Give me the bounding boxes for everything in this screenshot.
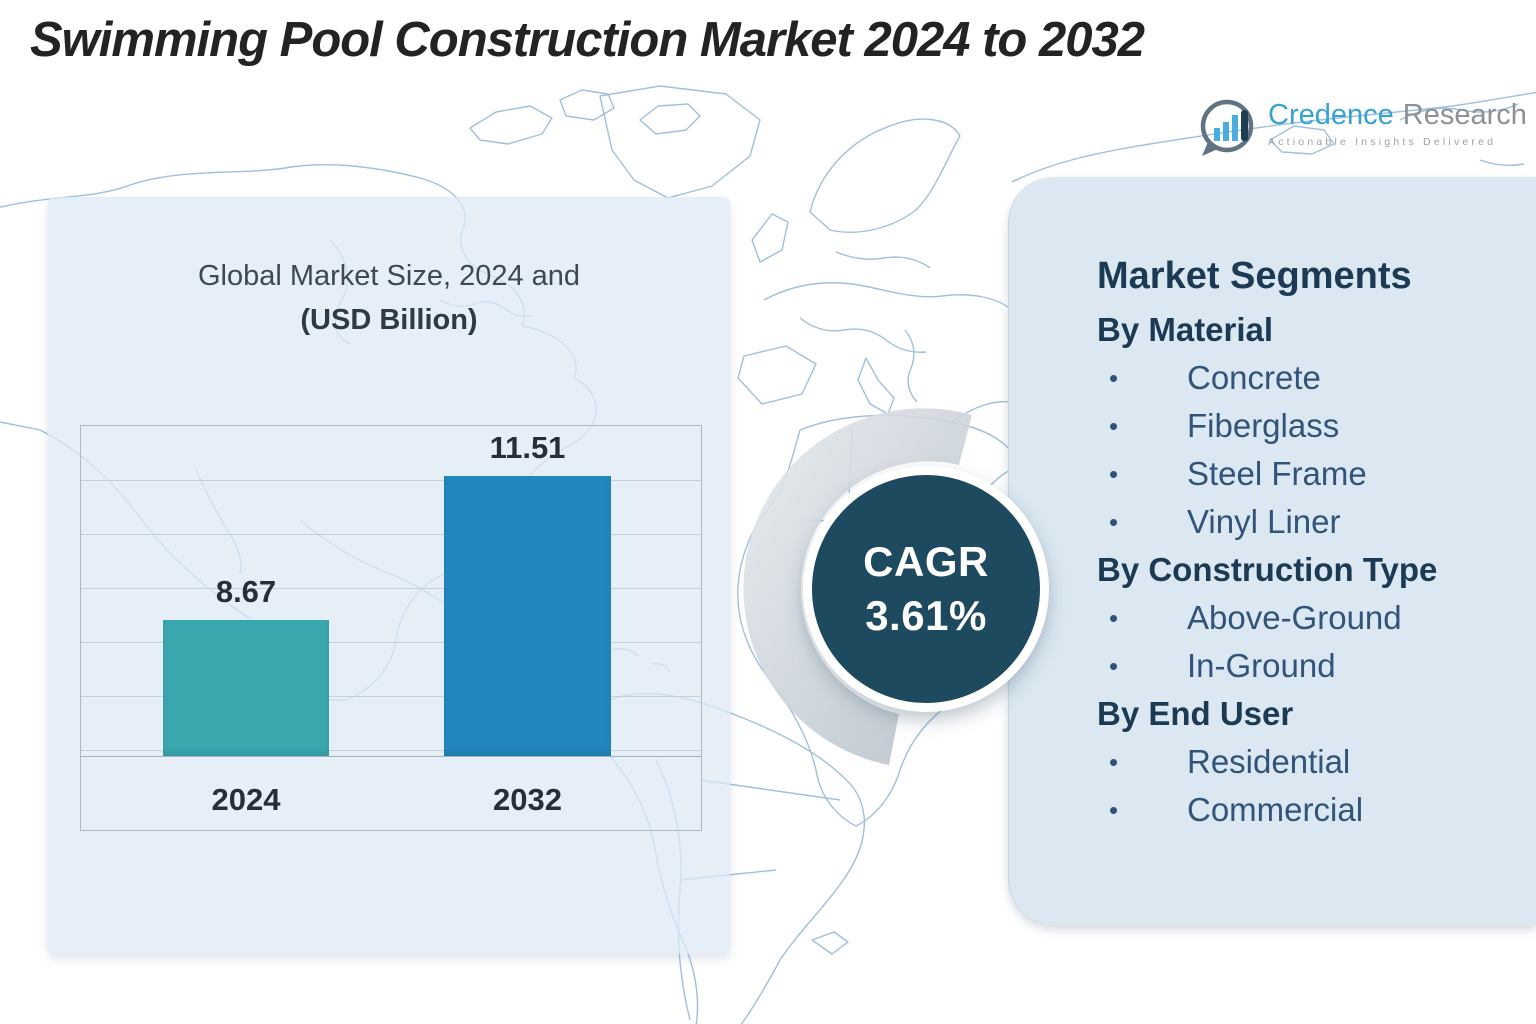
segment-item-label: Fiberglass <box>1187 407 1340 444</box>
segment-item: • Above-Ground <box>1097 594 1521 642</box>
segment-group-heading: By Material <box>1097 311 1274 348</box>
segment-item: • Steel Frame <box>1097 450 1521 498</box>
segment-item-label: Residential <box>1187 743 1351 780</box>
logo-brand-secondary: Research <box>1402 99 1527 131</box>
bullet-icon: • <box>1109 411 1119 441</box>
cagr-label: CAGR <box>863 538 989 586</box>
bullet-icon: • <box>1109 507 1119 537</box>
x-axis-label-2032: 2032 <box>493 782 562 817</box>
page-title: Swimming Pool Construction Market 2024 t… <box>30 13 1145 67</box>
segment-group-heading: By Construction Type <box>1097 551 1438 588</box>
segment-item-label: Vinyl Liner <box>1187 503 1341 540</box>
logo-brand-primary: Credence <box>1268 99 1394 131</box>
segment-item-label: Steel Frame <box>1187 455 1367 492</box>
chart-title-line2: (USD Billion) <box>300 303 478 336</box>
logo-bar-chart-speech-bubble-icon <box>1200 99 1254 156</box>
bullet-icon: • <box>1109 747 1119 777</box>
segments-content: Market Segments By Material • Concrete • Fib… <box>1009 177 1536 834</box>
bullet-icon: • <box>1109 651 1119 681</box>
x-axis-line <box>81 756 701 757</box>
plot-area: 8.67 2024 11.51 2032 <box>80 425 702 831</box>
segment-item: • Fiberglass <box>1097 402 1521 450</box>
logo-brand-text: Credence Research <box>1268 98 1527 132</box>
bar-2024 <box>163 620 329 756</box>
logo-tagline: Actionable Insights Delivered <box>1268 136 1497 148</box>
segments-title: Market Segments <box>1097 255 1412 297</box>
segment-item: • Commercial <box>1097 786 1521 834</box>
bar-group-2024: 8.67 2024 <box>163 426 329 830</box>
segments-panel: Market Segments By Material • Concrete • Fib… <box>1008 177 1536 925</box>
bar-2032 <box>444 476 611 756</box>
cagr-badge: CAGR 3.61% <box>803 466 1049 712</box>
bar-value-label: 11.51 <box>489 430 566 465</box>
x-axis-label-2024: 2024 <box>211 782 281 817</box>
segment-item-label: Concrete <box>1187 359 1321 396</box>
segment-item: • Concrete <box>1097 354 1521 402</box>
gridline <box>81 750 701 751</box>
bar-group-2032: 11.51 2032 <box>444 426 611 830</box>
bullet-icon: • <box>1109 363 1119 393</box>
segment-group-heading: By End User <box>1097 695 1294 732</box>
credence-research-logo: Credence Research Actionable Insights Del… <box>1196 98 1527 160</box>
market-size-chart-panel: Global Market Size, 2024 and (USD Billio… <box>48 197 730 954</box>
bullet-icon: • <box>1109 795 1119 825</box>
segment-item-label: Commercial <box>1187 791 1364 828</box>
chart-title-line1: Global Market Size, 2024 and <box>197 260 581 292</box>
segment-item: • In-Ground <box>1097 642 1521 690</box>
segment-item: • Residential <box>1097 738 1521 786</box>
segment-item: • Vinyl Liner <box>1097 498 1521 546</box>
segment-groups: By Material • Concrete • Fiberglass • Steel Fr… <box>1097 306 1521 834</box>
segment-item-label: Above-Ground <box>1187 599 1402 636</box>
bullet-icon: • <box>1109 603 1119 633</box>
chart-title: Global Market Size, 2024 and (USD Billio… <box>48 255 730 342</box>
segment-item-label: In-Ground <box>1187 647 1336 684</box>
cagr-value: 3.61% <box>865 592 987 639</box>
bar-value-label: 8.67 <box>215 574 277 609</box>
bullet-icon: • <box>1109 459 1119 489</box>
